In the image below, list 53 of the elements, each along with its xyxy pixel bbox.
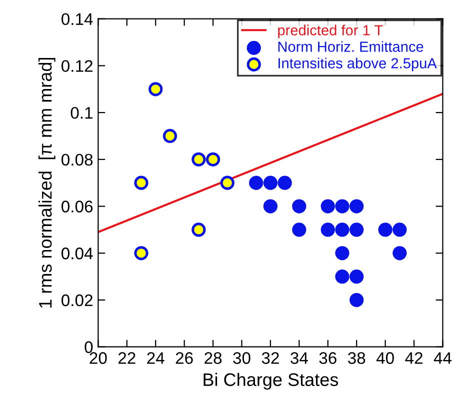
y-tick-label: 0.08: [62, 154, 93, 166]
x-tick-label: 44: [434, 352, 452, 364]
y-tick-label: 0.04: [62, 248, 93, 260]
point: [192, 222, 206, 237]
x-tick-label: 28: [204, 352, 222, 364]
x-tick-label: 20: [90, 352, 107, 364]
legend-label: Norm Horiz. Emittance: [278, 41, 424, 52]
y-tick-label: 0.12: [62, 60, 92, 72]
x-tick-label: 36: [319, 352, 336, 364]
point: [320, 199, 335, 214]
point: [392, 246, 407, 260]
point: [292, 199, 306, 214]
y-tick-label: 0.1: [70, 106, 93, 119]
y-tick-label: 0.14: [62, 13, 93, 26]
point: [392, 222, 407, 237]
x-tick-label: 38: [348, 352, 366, 364]
point: [148, 82, 163, 96]
x-tick-label: 32: [262, 352, 279, 364]
legend-label: Intensities above 2.5puA: [278, 58, 437, 72]
x-tick-label: 22: [118, 352, 136, 364]
point: [162, 128, 178, 144]
x-tick-label: 24: [147, 352, 164, 364]
x-tick-label: 42: [405, 352, 422, 364]
point: [206, 152, 220, 166]
point: [192, 152, 206, 166]
point: [249, 176, 264, 190]
point: [278, 176, 292, 190]
point: [350, 292, 364, 308]
point: [134, 176, 148, 190]
point: [335, 222, 350, 237]
point: [292, 222, 306, 237]
point: [378, 222, 392, 237]
y-axis-title: 1 rms normalized [π mm mrad]: [38, 58, 56, 308]
point: [134, 246, 148, 260]
x-tick-label: 34: [290, 352, 308, 364]
point: [263, 176, 278, 190]
y-tick-label: 0.06: [62, 200, 93, 212]
point: [335, 199, 350, 214]
point: [263, 199, 278, 214]
point: [350, 199, 364, 214]
y-tick-label: 0.02: [62, 294, 92, 306]
point: [220, 176, 234, 190]
point: [320, 222, 335, 237]
x-tick-label: 26: [176, 352, 193, 364]
point: [335, 246, 350, 260]
text: predicted for 1 T: [278, 24, 383, 38]
point: [335, 270, 350, 284]
x-tick-label: 40: [376, 352, 394, 364]
x-tick-label: 30: [233, 352, 250, 364]
point: [350, 270, 364, 284]
point: [350, 222, 364, 237]
y-tick-label: 0: [84, 341, 93, 354]
x-axis-title: Bi Charge States: [204, 372, 338, 390]
